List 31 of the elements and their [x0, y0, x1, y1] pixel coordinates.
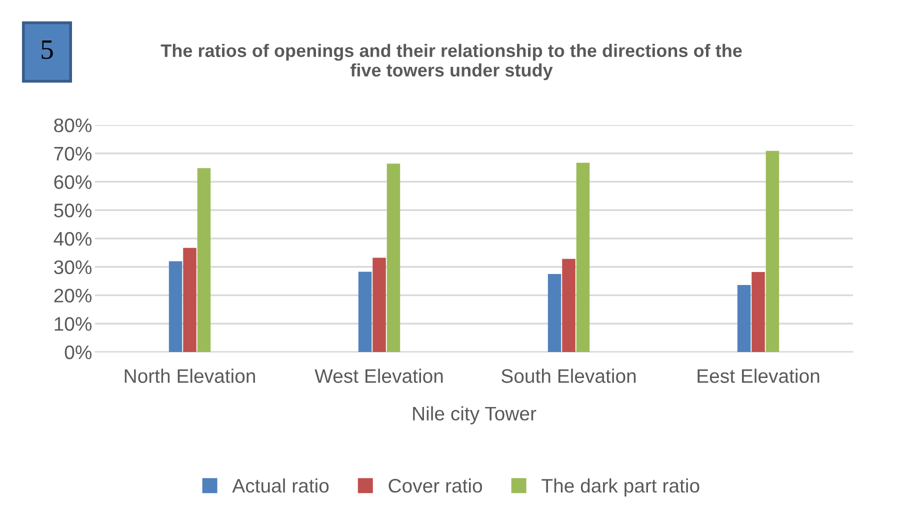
x-tick-label: West Elevation — [314, 368, 443, 383]
y-tick-label: 40% — [54, 232, 92, 246]
y-tick-label: 70% — [54, 146, 92, 161]
chart-title: The ratios of openings and their relationship to the directions of the five towers under study — [160, 44, 742, 80]
bar — [548, 274, 562, 352]
y-tick-label: 50% — [54, 204, 92, 218]
bar — [358, 272, 372, 352]
y-tick-label: 60% — [54, 175, 92, 189]
bar — [737, 285, 751, 352]
bar — [752, 272, 765, 352]
bar — [386, 164, 400, 352]
bar — [183, 248, 196, 352]
x-tick-label: North Elevation — [124, 368, 255, 383]
x-axis-title: Nile city Tower — [413, 406, 536, 424]
legend-label: Actual ratio — [232, 478, 329, 493]
text: 5 — [42, 40, 53, 59]
y-tick-label: 0% — [64, 345, 92, 360]
y-tick-label: 20% — [54, 288, 92, 302]
bar — [766, 150, 780, 352]
y-tick-label: 80% — [54, 118, 92, 132]
bar — [562, 258, 576, 352]
legend-label: Cover ratio — [388, 478, 482, 493]
y-tick-label: 30% — [54, 260, 92, 274]
bar — [576, 162, 590, 352]
legend-label: The dark part ratio — [542, 478, 700, 496]
y-tick-label: 10% — [54, 317, 92, 331]
x-tick-label: Eest Elevation — [698, 368, 820, 383]
bar — [372, 258, 386, 352]
bar — [197, 168, 211, 352]
bar — [168, 261, 182, 352]
x-tick-label: South Elevation — [502, 368, 636, 383]
